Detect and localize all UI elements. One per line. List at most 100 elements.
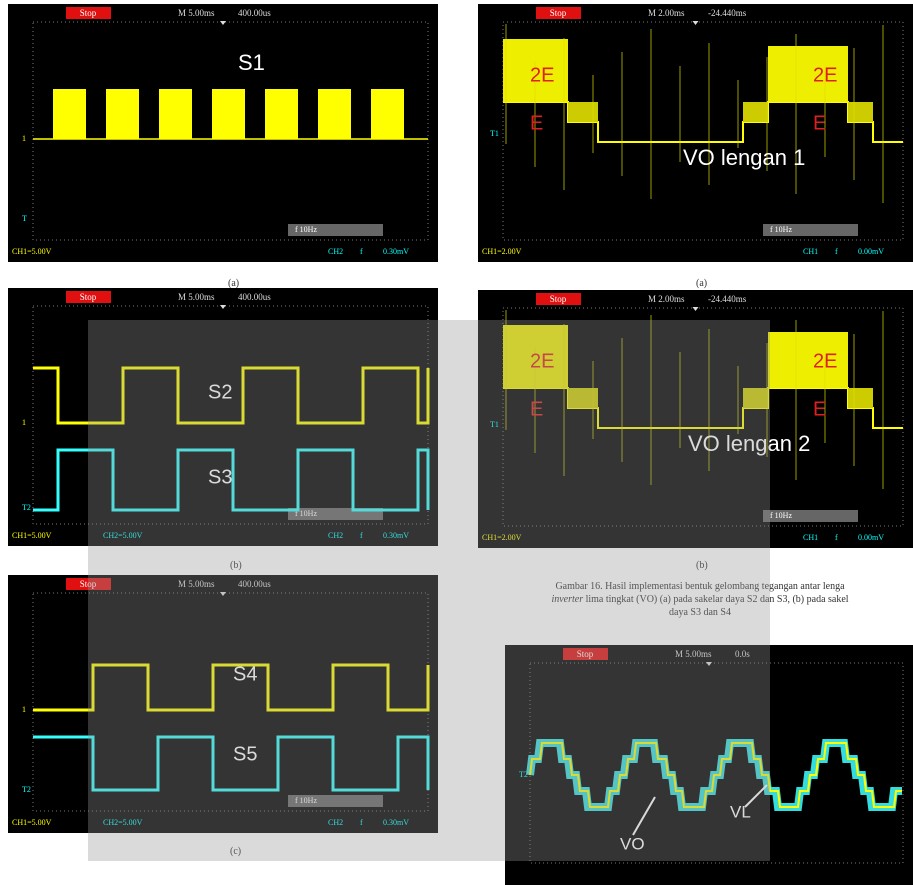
- trace-label: 2E: [813, 64, 837, 86]
- channel-marker: 1: [22, 705, 26, 714]
- channel-marker: T1: [490, 129, 499, 138]
- pulse: [265, 89, 298, 139]
- timebase: M 5.00ms: [178, 292, 215, 302]
- oscilloscope-screen: Stop M 2.00ms -24.440ms T1 f 10Hz CH1=2.00V CH…: [478, 290, 913, 548]
- trace: [33, 735, 430, 792]
- trace-label: VO lengan 1: [683, 145, 805, 170]
- trace-label: S2: [208, 381, 232, 403]
- stop-badge: [563, 648, 608, 660]
- panel-caption: (a): [228, 278, 240, 289]
- footer-readout: f: [835, 247, 838, 256]
- noise-band: [568, 102, 598, 122]
- trace-label: S1: [238, 50, 265, 75]
- trace: [33, 448, 430, 512]
- trigger-pointer: [220, 592, 226, 596]
- trace-label: E: [530, 398, 543, 420]
- footer-readout: 0.00mV: [858, 533, 884, 542]
- panel-caption: (b): [230, 560, 242, 571]
- channel-marker: 1: [22, 134, 26, 143]
- trace-label: VL: [730, 802, 751, 821]
- footer-readout: CH1=2.00V: [482, 533, 522, 542]
- panel-caption: (c): [230, 846, 242, 857]
- status: Stop: [80, 292, 97, 302]
- timebase: M 5.00ms: [178, 579, 215, 589]
- noise-band: [848, 388, 873, 408]
- trace-label: VO: [620, 834, 645, 853]
- trigger-pointer: [692, 307, 699, 311]
- timebase: M 2.00ms: [648, 8, 685, 18]
- trigger-pointer: [220, 305, 226, 309]
- noise-band: [743, 388, 768, 408]
- screen-bg: [8, 288, 438, 546]
- trigger-pointer: [692, 21, 699, 25]
- trace-label: S5: [233, 743, 257, 765]
- caption-line: Gambar 16. Hasil implementasi bentuk gel…: [555, 581, 845, 592]
- trace-label: E: [530, 112, 543, 134]
- status: Stop: [577, 649, 594, 659]
- noise-band: [503, 39, 568, 102]
- caption-line: daya S3 dan S4: [669, 607, 731, 618]
- noise-band: [743, 102, 768, 122]
- trigger: 400.00us: [238, 579, 271, 589]
- noise-band: [768, 46, 848, 102]
- footer-readout: CH2: [328, 247, 343, 256]
- frequency-box: [288, 795, 383, 807]
- frequency: f 10Hz: [295, 509, 317, 518]
- noise-band: [768, 332, 848, 388]
- stop-badge: [66, 291, 111, 303]
- panel-caption: (b): [696, 560, 708, 571]
- trace-label: 2E: [813, 350, 837, 372]
- stop-badge: [536, 293, 581, 305]
- oscilloscope-screen: Stop M 5.00ms 400.00us 1 T2 f 10Hz CH1=5.00V CH…: [8, 288, 438, 546]
- frequency: f 10Hz: [295, 225, 317, 234]
- trigger: 400.00us: [238, 8, 271, 18]
- footer-readout: f: [360, 818, 363, 827]
- trigger: -24.440ms: [708, 294, 747, 304]
- trace-label: 2E: [530, 64, 554, 86]
- footer-readout: f: [360, 247, 363, 256]
- footer-readout: 0.00mV: [858, 247, 884, 256]
- channel-marker: T: [22, 214, 27, 223]
- footer-readout: 0.30mV: [383, 247, 409, 256]
- screen-bg: [8, 575, 438, 833]
- status: Stop: [550, 8, 567, 18]
- footer-readout: CH1: [803, 533, 818, 542]
- channel-marker: T1: [490, 420, 499, 429]
- frequency-box: [763, 224, 858, 236]
- caption-text: lima tingkat (VO) (a) pada sakelar daya …: [583, 594, 849, 605]
- trigger: 0.0s: [735, 649, 750, 659]
- footer-readout: CH1=2.00V: [482, 247, 522, 256]
- pulse: [371, 89, 404, 139]
- oscilloscope-screen: Stop M 5.00ms 0.0s T2 VO VL: [505, 645, 913, 885]
- trigger-pointer: [220, 21, 226, 25]
- page: Gambar 16. Hasil implementasi bentuk gel…: [8, 4, 913, 885]
- panel-caption: (a): [696, 278, 708, 289]
- noise-band: [503, 325, 568, 388]
- arrow: [632, 796, 656, 836]
- status: Stop: [80, 579, 97, 589]
- screen-grid: [502, 21, 904, 241]
- figure-caption: Gambar 16. Hasil implementasi bentuk gel…: [480, 580, 913, 619]
- trigger: -24.440ms: [708, 8, 747, 18]
- footer-readout: CH1=5.00V: [12, 247, 52, 256]
- trace-label: E: [813, 398, 826, 420]
- footer-readout: CH2=5.00V: [103, 818, 143, 827]
- timebase: M 2.00ms: [648, 294, 685, 304]
- footer-readout: CH2=5.00V: [103, 531, 143, 540]
- status: Stop: [550, 294, 567, 304]
- noise-band: [848, 102, 873, 122]
- trace-label: S4: [233, 663, 257, 685]
- channel-marker: 1: [22, 418, 26, 427]
- oscilloscope-screen: Stop M 2.00ms -24.440ms T1 f 10Hz CH1=2.00V CH…: [478, 4, 913, 262]
- footer-readout: 0.30mV: [383, 818, 409, 827]
- oscilloscope-screen: Stop M 5.00ms 400.00us 1 Tf 10Hz CH1=5.00V CH2…: [8, 4, 438, 262]
- status: Stop: [80, 8, 97, 18]
- pulse: [318, 89, 351, 139]
- stop-badge: [66, 578, 111, 590]
- caption-line: inverter lima tingkat (VO) (a) pada sake…: [480, 593, 913, 606]
- trace-label: S3: [208, 466, 232, 488]
- footer-readout: CH2: [328, 531, 343, 540]
- trigger-pointer: [706, 662, 712, 666]
- pulse: [159, 89, 192, 139]
- trace-label: 2E: [530, 350, 554, 372]
